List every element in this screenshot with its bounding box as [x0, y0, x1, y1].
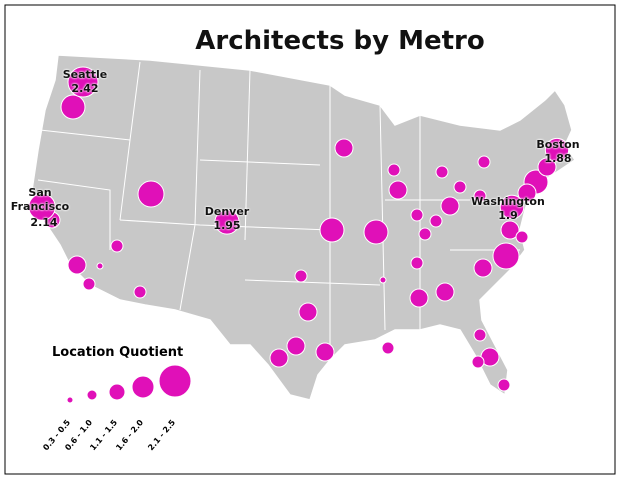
metro-name: Washington	[471, 195, 545, 208]
metro-bubble	[315, 342, 335, 362]
legend-title: Location Quotient	[52, 345, 184, 360]
metro-bubble	[471, 355, 485, 369]
metro-name: Boston	[536, 138, 580, 151]
metro-value: 2.42	[71, 82, 99, 95]
metro-bubble	[435, 165, 449, 179]
metro-bubble	[363, 219, 389, 245]
metro-bubble	[28, 193, 56, 221]
metro-bubble	[388, 180, 408, 200]
metro-bubble	[379, 276, 387, 284]
metro-value: 1.9	[498, 209, 518, 222]
metro-bubble	[497, 378, 511, 392]
metro-bubble	[214, 209, 240, 235]
metro-bubble	[133, 285, 147, 299]
metro-bubble	[334, 138, 354, 158]
metro-bubble	[67, 255, 87, 275]
metro-bubble	[319, 217, 345, 243]
state-lines	[37, 61, 520, 345]
metro-value: 1.95	[213, 219, 241, 232]
metro-bubble	[473, 328, 487, 342]
metro-bubble	[67, 66, 99, 98]
metro-bubble	[517, 183, 537, 203]
metro-bubble	[409, 288, 429, 308]
metro-bubble	[82, 277, 96, 291]
metro-bubble	[473, 258, 493, 278]
metro-bubble	[473, 189, 487, 203]
metro-bubble	[429, 214, 443, 228]
metro-bubble	[410, 208, 424, 222]
metro-value: 1.88	[544, 152, 572, 165]
metro-bubble	[387, 163, 401, 177]
metro-value: 2.14	[30, 216, 58, 229]
metro-bubble	[298, 302, 318, 322]
metro-bubble	[294, 269, 308, 283]
legend-bubble	[66, 396, 74, 404]
metro-bubble	[269, 348, 289, 368]
metro-bubble	[453, 180, 467, 194]
metro-bubble	[492, 242, 520, 270]
metro-bubble	[137, 180, 165, 208]
metro-name: Denver	[204, 205, 250, 218]
metro-bubble	[96, 262, 104, 270]
metro-name: Seattle	[62, 68, 108, 81]
us-outline	[31, 54, 577, 401]
metro-bubble	[537, 157, 557, 177]
metro-bubble	[418, 227, 432, 241]
metro-bubble	[410, 256, 424, 270]
metro-name: San Francisco	[10, 186, 70, 213]
legend-bubble	[131, 375, 155, 399]
metro-bubble	[440, 196, 460, 216]
metro-bubble	[515, 230, 529, 244]
legend-bubble	[158, 364, 192, 398]
metro-bubble	[435, 282, 455, 302]
metro-bubble	[500, 220, 520, 240]
title: Architects by Metro	[195, 26, 485, 56]
metro-bubble	[544, 137, 570, 163]
metro-bubble	[286, 336, 306, 356]
metro-bubble	[381, 341, 395, 355]
metro-bubble	[60, 94, 86, 120]
metro-bubble	[477, 155, 491, 169]
metro-bubble	[110, 239, 124, 253]
legend-bubble	[86, 389, 98, 401]
legend-bubble	[108, 383, 126, 401]
metro-bubble	[499, 194, 525, 220]
